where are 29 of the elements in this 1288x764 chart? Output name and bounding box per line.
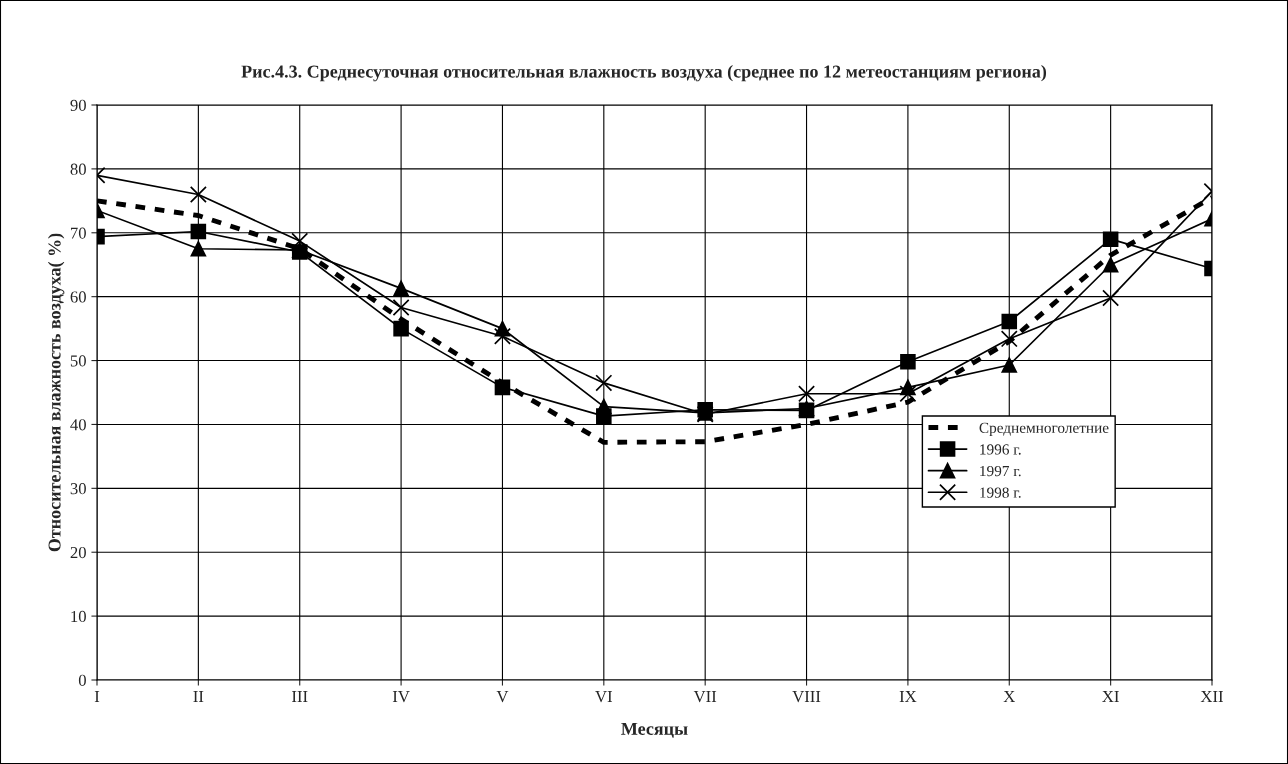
x-tick-label: XI [1102,691,1119,702]
x-tick-label: X [1003,691,1015,702]
y-tick-label: 30 [70,483,86,495]
y-tick-label: 0 [78,674,86,686]
x-tick-label: II [193,691,204,702]
y-tick-label: 80 [70,163,86,175]
x-tick-label: VIII [792,691,821,703]
legend-label: 1998 г. [980,487,1021,498]
x-tick-label: VI [595,691,613,703]
y-tick-label: 50 [70,355,86,367]
y-tick-label: 90 [70,99,86,111]
y-axis-title: Относительная влажность воздуха( %) [47,233,65,552]
x-axis-title: Месяцы [621,722,688,738]
x-tick-label: VII [693,691,717,703]
y-tick-label: 70 [71,227,86,239]
y-tick-label: 20 [70,546,86,559]
x-tick-label: IX [899,691,917,702]
x-tick-label: I [94,691,100,702]
x-tick-label: IV [392,691,410,703]
x-tick-label: III [292,691,308,702]
legend-label: 1996 г. [980,444,1021,455]
y-tick-label: 60 [70,291,86,303]
y-tick-label: 40 [70,419,86,431]
legend-label: 1997 г. [980,465,1021,477]
x-tick-label: V [496,691,509,703]
legend-label: Среднемноголетние [979,422,1109,437]
chart-title: Рис.4.3. Среднесуточная относительная влажность воздуха (среднее по 12 метеостанциям региона) [241,64,1047,82]
y-tick-label: 10 [71,610,86,623]
x-tick-label: XII [1200,691,1223,702]
